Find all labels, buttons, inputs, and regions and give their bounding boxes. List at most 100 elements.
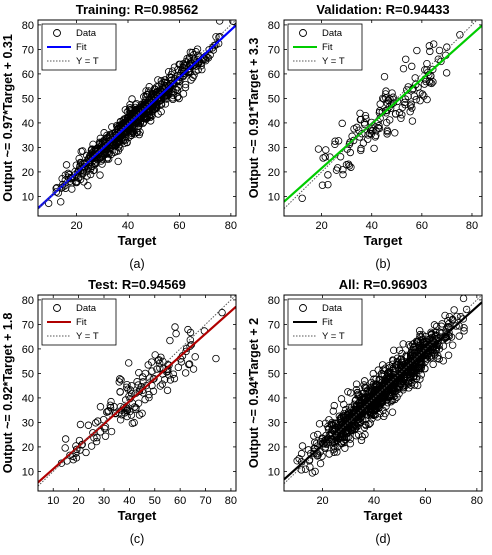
y-tick-label: 80	[22, 20, 34, 32]
data-point	[105, 150, 113, 158]
data-point	[410, 381, 419, 389]
data-point	[372, 385, 380, 394]
plot-frame	[37, 294, 237, 492]
data-point	[400, 375, 408, 383]
data-point	[372, 126, 380, 135]
data-point	[425, 77, 434, 85]
data-point	[170, 374, 179, 383]
data-point	[74, 168, 82, 176]
x-tick-label: 20	[72, 495, 84, 507]
data-point	[154, 356, 162, 365]
data-point	[389, 356, 397, 364]
data-point	[330, 401, 338, 410]
data-point	[229, 20, 236, 25]
data-point	[174, 65, 182, 74]
data-point	[169, 370, 178, 378]
data-point	[116, 388, 124, 396]
data-point	[459, 315, 467, 323]
legend: Data Fit Y = T	[287, 298, 363, 346]
data-point	[120, 139, 128, 148]
data-point	[423, 59, 431, 68]
data-point	[371, 404, 379, 412]
data-point	[181, 80, 190, 89]
data-point	[336, 425, 344, 433]
chart-title: Training: R=0.98562	[76, 2, 198, 17]
data-point	[135, 369, 143, 377]
x-tick-label: 60	[174, 495, 186, 507]
data-point	[297, 449, 306, 458]
data-point	[333, 164, 342, 172]
data-point	[102, 408, 111, 416]
x-tick-label: 40	[122, 220, 134, 232]
data-point	[348, 423, 356, 432]
y-tick-label: 50	[268, 93, 280, 105]
data-point	[168, 87, 176, 96]
data-point	[128, 419, 137, 428]
data-point	[434, 55, 443, 63]
data-point	[311, 467, 319, 476]
data-point	[399, 383, 407, 392]
data-point	[174, 363, 183, 372]
data-point	[87, 442, 96, 450]
data-point	[117, 376, 125, 384]
data-point	[353, 422, 361, 431]
x-tick-label: 30	[98, 495, 110, 507]
data-point	[341, 444, 349, 452]
x-tick-label: 10	[47, 495, 59, 507]
data-point	[459, 295, 468, 303]
data-point	[397, 114, 405, 123]
data-point	[127, 382, 136, 390]
data-point	[318, 435, 327, 443]
legend-label-data: Data	[322, 303, 343, 314]
data-point	[68, 179, 76, 187]
chart-title: Validation: R=0.94433	[316, 2, 449, 17]
y-tick-label: 50	[22, 368, 34, 380]
data-point	[423, 355, 432, 363]
data-point	[82, 167, 91, 176]
data-point	[62, 161, 71, 169]
data-point	[158, 380, 167, 388]
fit-line	[38, 305, 236, 484]
legend: Data Fit Y = T	[41, 298, 117, 346]
data-point	[362, 421, 370, 430]
data-point	[185, 360, 194, 368]
data-point	[331, 444, 339, 452]
x-tick-label: 20	[316, 495, 328, 507]
data-point	[298, 194, 306, 202]
data-point	[160, 375, 169, 384]
data-point	[123, 380, 131, 389]
data-point	[72, 454, 81, 462]
data-point	[329, 442, 338, 450]
data-point	[425, 42, 434, 50]
data-point	[346, 138, 354, 146]
data-point	[398, 111, 406, 119]
y-axis-label: Output ~= 0.91*Target + 3.3	[247, 38, 261, 199]
panel-label: (d)	[375, 532, 390, 546]
plot-frame	[283, 19, 483, 217]
data-points	[298, 31, 464, 202]
data-point	[125, 125, 134, 134]
data-point	[460, 327, 468, 335]
y-tick-label: 80	[268, 20, 280, 32]
data-point	[375, 383, 384, 391]
data-point	[193, 45, 202, 53]
y-tick-label: 80	[22, 295, 34, 307]
data-point	[92, 437, 101, 446]
data-point	[218, 308, 226, 317]
data-point	[134, 399, 143, 408]
data-point	[357, 436, 366, 445]
data-point	[378, 361, 387, 369]
data-point	[187, 76, 195, 84]
data-point	[333, 448, 341, 456]
y-tick-label: 40	[22, 393, 34, 405]
data-point	[173, 93, 182, 101]
y-axis-label: Output ~= 0.94*Target + 2	[247, 318, 261, 468]
chart-panel-validation: Validation: R=0.94433 20 40 60 80 10 20 30 40 50 6…	[246, 0, 492, 275]
data-point	[346, 389, 355, 397]
data-point	[58, 174, 66, 183]
data-point	[212, 33, 220, 41]
data-point	[385, 375, 394, 383]
data-point	[92, 419, 100, 427]
panel-label: (b)	[375, 257, 390, 271]
data-point	[116, 375, 124, 383]
